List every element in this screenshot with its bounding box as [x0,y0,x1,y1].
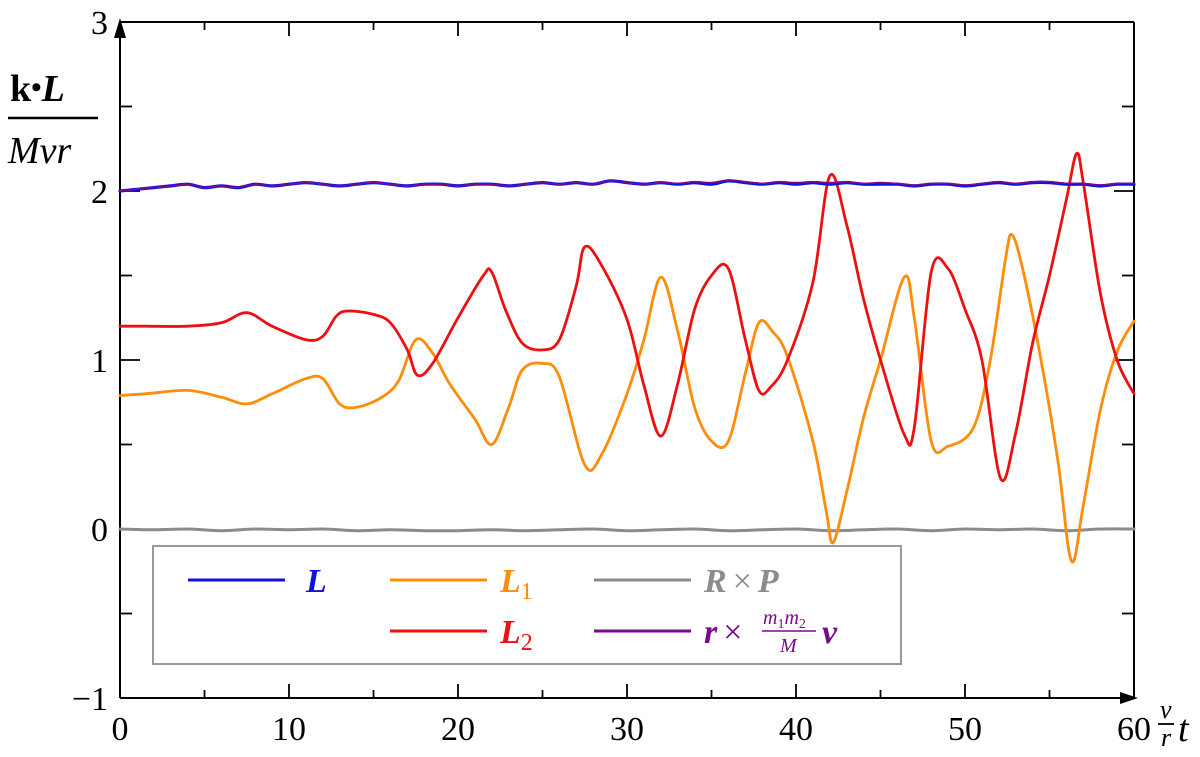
x-tick-label: 50 [948,711,982,748]
legend-label-L2: L2 [499,614,533,656]
y-tick-label: 3 [91,5,108,42]
x-tick-label: 40 [779,711,813,748]
svg-text:k•L: k•L [10,68,65,110]
ylabel-k: k [10,68,32,110]
y-tick-label: −1 [72,681,108,718]
y-tick-label: 2 [91,174,108,211]
legend-label-L: L [305,563,327,600]
x-tick-label: 60 [1117,711,1151,748]
series-line-rxv [119,179,1135,192]
legend: L L1 L2 R × P r × m1m2 M v [152,545,902,665]
legend-label-rxv-tail: v [822,614,838,651]
xlabel-frac-num: v [1160,695,1172,724]
x-tick-label: 30 [610,711,644,748]
xlabel-frac-den: r [1161,723,1172,752]
legend-label-rxv-frac-den: M [779,635,798,657]
ylabel-denominator: Mvr [7,130,72,172]
legend-label-rxv-frac-num: m1m2 [763,607,806,632]
x-axis-label: v r t [1158,695,1190,752]
series-line-RxP [118,527,1136,533]
legend-label-rxv-main: r × [704,614,742,651]
x-tick-label: 10 [272,711,306,748]
legend-label-RxP: R × P [703,563,779,600]
x-tick-label: 0 [112,711,129,748]
xlabel-var: t [1178,708,1190,750]
y-tick-label: 1 [91,343,108,380]
legend-box [152,545,902,665]
y-tick-label: 0 [91,512,108,549]
x-tick-label: 20 [441,711,475,748]
series-line-L1 [118,232,1136,564]
ylabel-L: L [41,68,65,110]
series-lines [118,151,1136,564]
series-line-L2 [118,151,1136,483]
legend-label-L1: L1 [499,563,533,605]
ylabel-dot: • [31,71,42,104]
y-axis-label: k•L Mvr [7,68,98,172]
